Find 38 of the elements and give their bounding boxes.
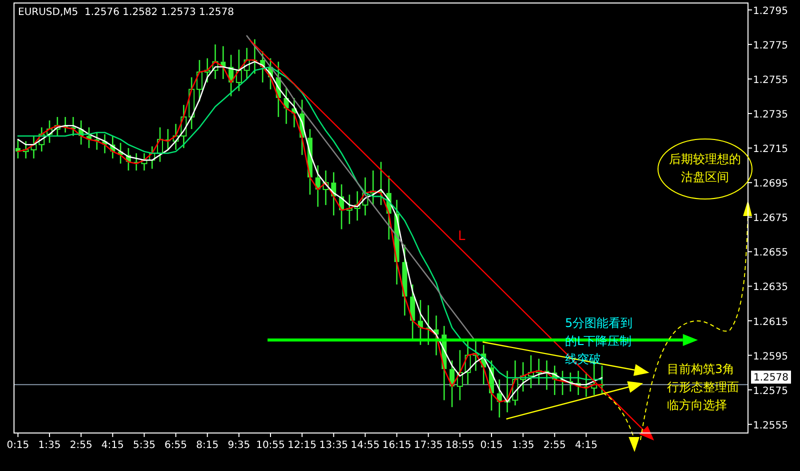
y-tick-label: 1.2575	[753, 386, 788, 397]
y-tick-label: 1.2775	[753, 40, 788, 52]
y-tick-label: 1.2675	[753, 213, 788, 224]
y-tick-label: 1.2795	[753, 6, 788, 17]
y-tick-label: 1.2635	[753, 282, 788, 294]
x-tick-label: 12:15	[288, 440, 316, 451]
y-tick-label: 1.2615	[753, 316, 788, 328]
x-tick-label: 0:15	[6, 440, 30, 451]
x-tick-label: 9:35	[228, 440, 250, 451]
x-tick-label: 5:35	[132, 440, 156, 451]
candlestick	[196, 59, 202, 102]
y-tick-label: 1.2715	[753, 144, 788, 156]
x-tick-label: 2:55	[543, 440, 566, 451]
annotation: 后期较理想的沽盘区间	[669, 152, 741, 184]
y-tick-label: 1.2695	[753, 178, 788, 190]
x-tick-label: 1:35	[38, 440, 61, 451]
x-tick-label: 4:15	[101, 440, 124, 451]
line-series	[246, 35, 476, 342]
chart-title: EURUSD,M5 1.2576 1.2582 1.2573 1.2578	[18, 7, 234, 18]
x-tick-label: 13:35	[319, 440, 348, 451]
y-tick-label: 1.2655	[753, 248, 788, 259]
x-tick-label: 18:55	[446, 440, 474, 451]
y-tick-label: 1.2735	[753, 110, 788, 121]
y-tick-label: 1.2555	[753, 420, 788, 432]
y-tick-label: 1.2755	[753, 74, 788, 86]
x-tick-label: 6:55	[164, 440, 188, 451]
ref-line-label: 1.2578	[754, 372, 788, 384]
annotation: L	[458, 229, 466, 244]
x-tick-label: 0:15	[480, 440, 503, 451]
x-tick-label: 14:55	[350, 440, 380, 451]
y-tick-label: 1.2595	[753, 351, 788, 362]
x-tick-label: 17:35	[414, 440, 443, 451]
x-tick-label: 8:15	[196, 440, 219, 451]
x-tick-label: 4:15	[574, 440, 598, 451]
x-tick-label: 16:15	[382, 440, 412, 451]
x-tick-label: 10:55	[256, 440, 285, 451]
x-tick-label: 2:55	[70, 440, 92, 451]
x-tick-label: 1:35	[512, 440, 534, 451]
